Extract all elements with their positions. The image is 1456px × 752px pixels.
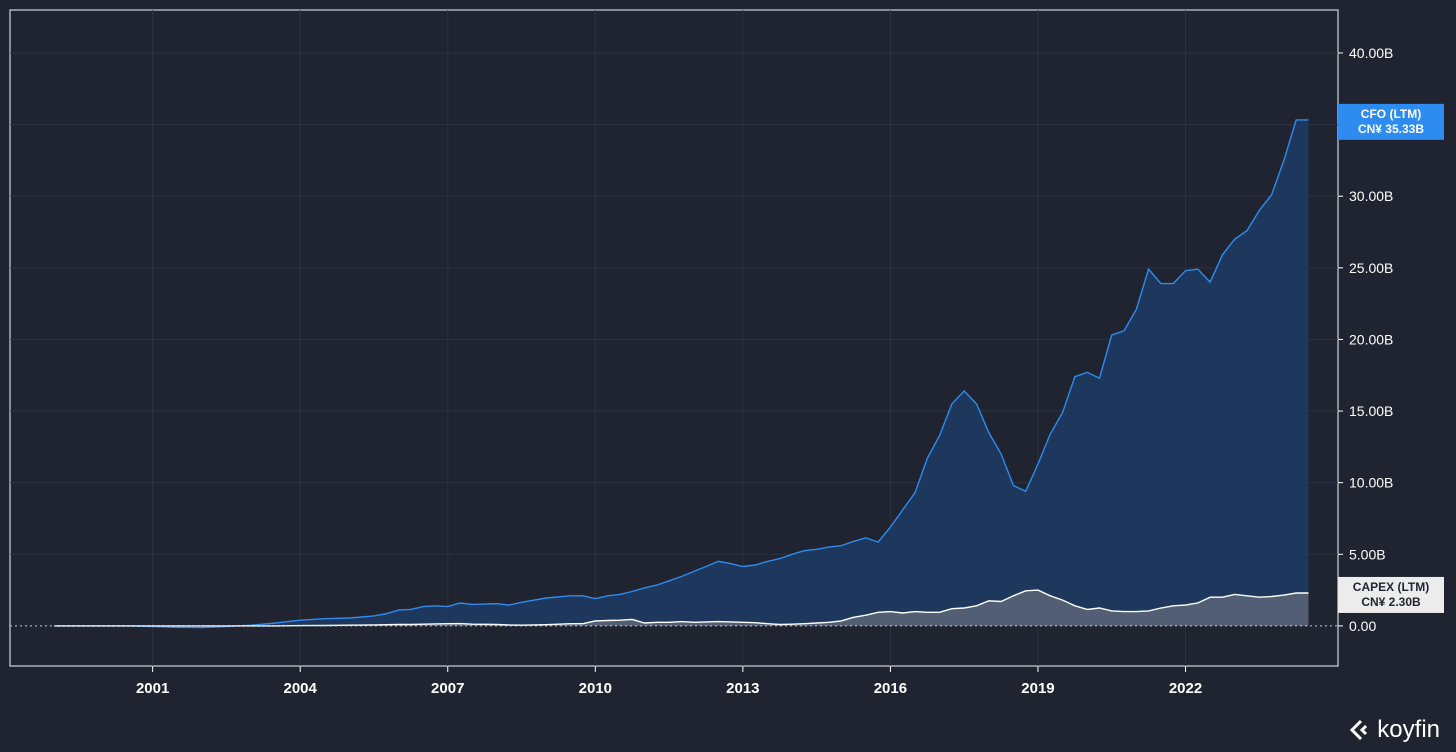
x-tick-label: 2004	[284, 680, 318, 697]
x-tick-label: 2022	[1169, 680, 1202, 697]
capex-ltmline	[54, 589, 1309, 627]
value-tag-bg	[1338, 103, 1444, 140]
y-tick-label: 0.00	[1349, 618, 1376, 634]
koyfin-logo-icon	[1350, 719, 1368, 741]
koyfin-logo-text: koyfin	[1377, 716, 1440, 743]
koyfin-logo: koyfin	[1347, 716, 1440, 744]
value-tag-value: CN¥ 2.30B	[1361, 595, 1421, 609]
value-tag: CFO (LTM)CN¥ 35.33B	[1338, 103, 1444, 140]
x-tick-label: 2019	[1021, 680, 1054, 697]
cfo-ltmline	[54, 119, 1309, 629]
y-tick-label: 30.00B	[1349, 188, 1393, 204]
value-tags: CFO (LTM)CN¥ 35.33B CAPEX (LTM)CN¥ 2.30B	[1338, 103, 1444, 613]
y-tick-label: 5.00B	[1349, 546, 1386, 562]
value-tag-bg	[1338, 576, 1444, 613]
cfo-ltmarea	[54, 119, 1309, 628]
value-tag-label: CFO (LTM)	[1361, 107, 1421, 121]
value-tag-label: CAPEX (LTM)	[1353, 580, 1429, 594]
y-tick-label: 10.00B	[1349, 475, 1393, 491]
series-lines	[54, 119, 1309, 629]
value-tag-value: CN¥ 35.33B	[1358, 122, 1424, 136]
value-tag: CAPEX (LTM)CN¥ 2.30B	[1338, 576, 1444, 613]
capex-ltmarea	[54, 590, 1309, 626]
x-tick-label: 2010	[579, 680, 612, 697]
y-tick-label: 25.00B	[1349, 260, 1393, 276]
x-tick-label: 2007	[431, 680, 464, 697]
x-axis: 2001 2004 2007 2010 2013 2016 2019 2022	[136, 666, 1202, 697]
x-tick-label: 2001	[136, 680, 169, 697]
y-tick-label: 15.00B	[1349, 403, 1393, 419]
y-tick-label: 40.00B	[1349, 45, 1393, 61]
y-tick-label: 20.00B	[1349, 331, 1393, 347]
x-tick-label: 2013	[726, 680, 759, 697]
x-tick-label: 2016	[874, 680, 907, 697]
series-areas	[54, 119, 1309, 628]
